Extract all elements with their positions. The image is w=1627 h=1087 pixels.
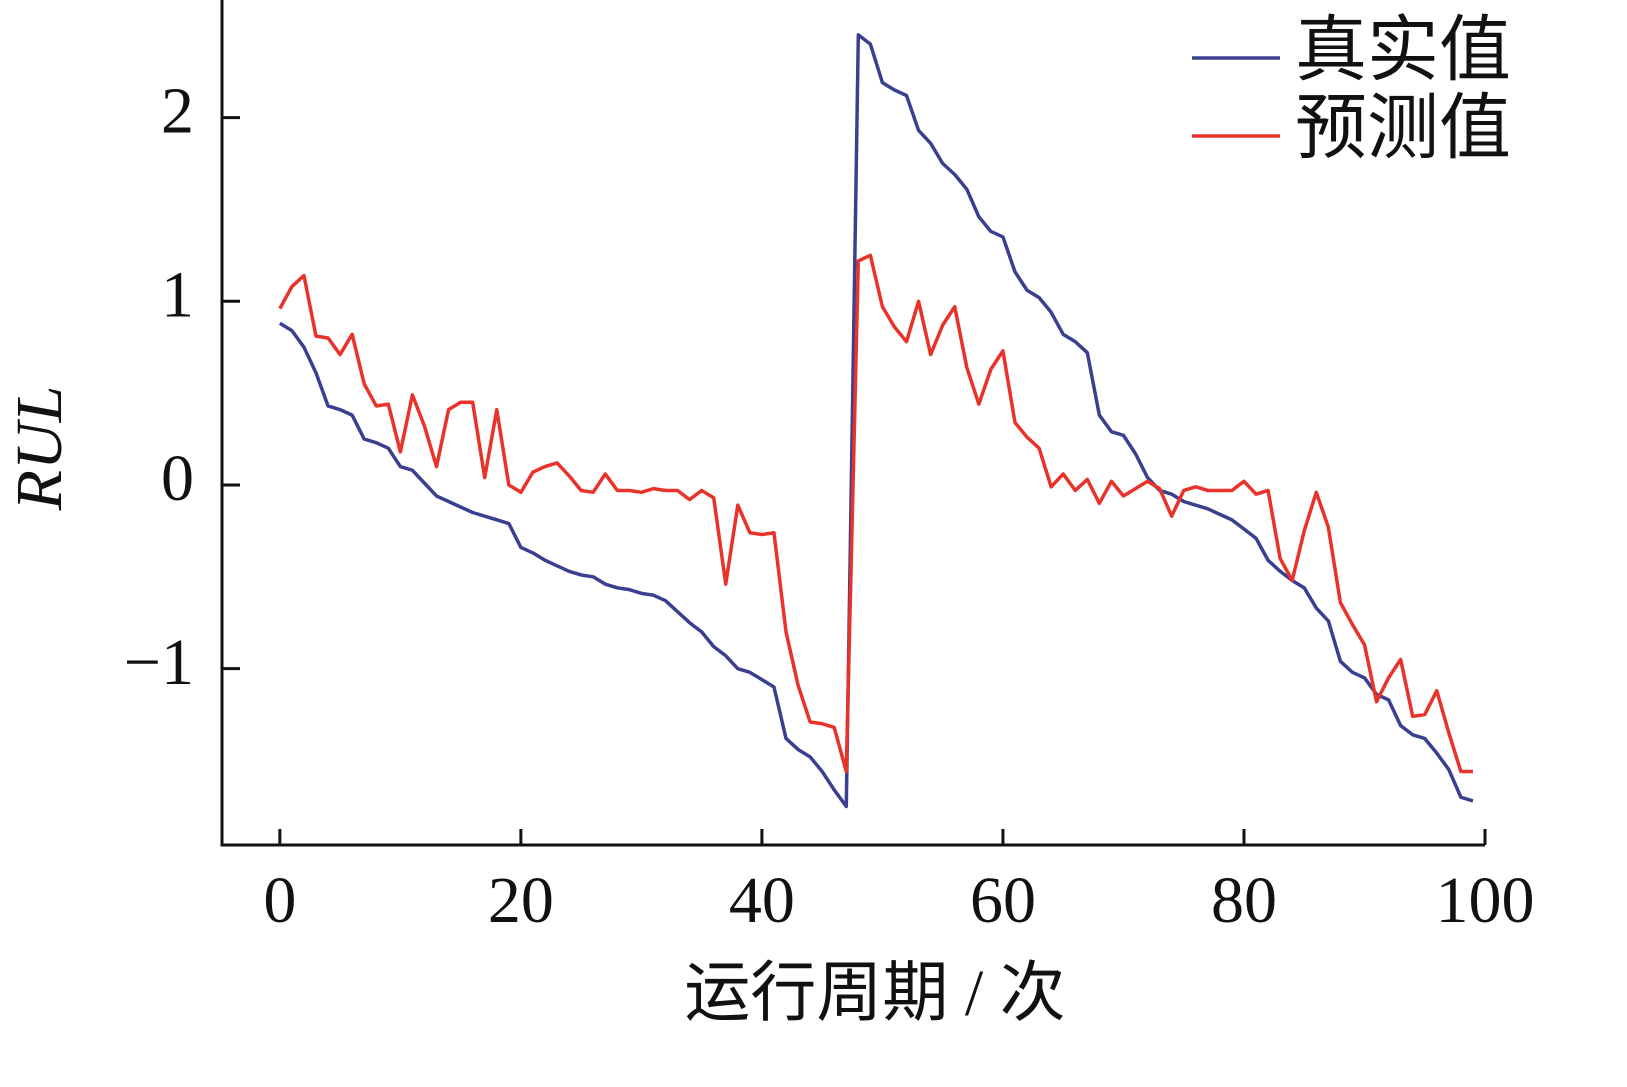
x-tick-label: 20 — [488, 864, 554, 937]
series-line — [278, 33, 1474, 809]
y-tick-label: 1 — [161, 258, 194, 331]
legend-label: 预测值 — [1295, 89, 1511, 169]
legend-label: 真实值 — [1295, 11, 1511, 91]
x-axis-label: 运行周期 / 次 — [684, 957, 1065, 1030]
series-line — [278, 253, 1473, 774]
axes — [220, 0, 1485, 847]
x-tick-label: 80 — [1211, 864, 1277, 937]
y-tick-label: −1 — [124, 626, 194, 699]
x-tick-label: 100 — [1436, 864, 1535, 937]
x-tick-label: 40 — [729, 864, 795, 937]
y-tick-label: 2 — [161, 75, 194, 148]
y-tick-label: 0 — [161, 442, 194, 515]
y-axis-label: RUL — [3, 386, 76, 512]
x-tick-label: 0 — [263, 864, 296, 937]
x-tick-label: 60 — [970, 864, 1036, 937]
